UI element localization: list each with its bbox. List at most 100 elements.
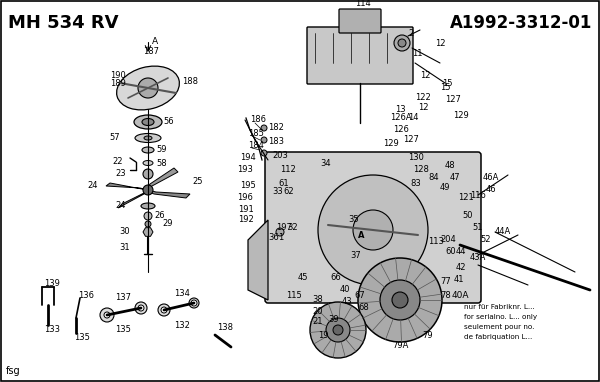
Text: 184: 184 [248,141,264,151]
Text: 83: 83 [410,178,421,188]
Text: fsg: fsg [6,366,20,376]
Text: 40A: 40A [452,290,470,299]
Text: 128: 128 [413,165,429,175]
Text: 32: 32 [287,223,298,233]
Circle shape [189,298,199,308]
Text: 50: 50 [462,210,473,220]
Text: 59: 59 [156,146,167,154]
Text: 35: 35 [348,215,359,225]
Text: 129: 129 [383,139,399,147]
Text: 11: 11 [412,49,422,58]
Circle shape [144,212,152,220]
Ellipse shape [116,66,179,110]
Ellipse shape [134,115,162,129]
Circle shape [138,305,144,311]
Circle shape [261,150,267,156]
Ellipse shape [142,118,154,126]
Text: 68: 68 [358,304,369,312]
Polygon shape [143,228,153,236]
Text: 61: 61 [278,178,289,188]
Text: 52: 52 [480,235,491,244]
Text: 204: 204 [440,235,456,244]
Text: 13: 13 [395,105,406,115]
Text: 84: 84 [428,173,439,183]
Circle shape [138,78,158,98]
Text: 44: 44 [456,248,467,256]
Text: 43A: 43A [470,254,487,262]
Text: 203: 203 [272,151,288,160]
Text: 67: 67 [354,290,365,299]
Text: 20: 20 [312,308,323,317]
Text: 43: 43 [342,298,353,306]
Text: A: A [358,230,365,240]
Text: 132: 132 [174,320,190,330]
Ellipse shape [144,136,152,140]
Text: 139: 139 [44,278,60,288]
Circle shape [261,125,267,131]
Circle shape [358,258,442,342]
Text: 182: 182 [268,123,284,133]
Text: 193: 193 [237,165,253,175]
Circle shape [100,308,114,322]
Text: 183: 183 [268,136,284,146]
Text: 79A: 79A [392,342,409,351]
Text: 194: 194 [240,154,256,162]
Text: 45: 45 [298,274,308,283]
Circle shape [392,292,408,308]
Text: 197: 197 [276,223,292,233]
Polygon shape [248,220,268,300]
Circle shape [398,39,406,47]
Circle shape [143,169,153,179]
Circle shape [380,280,420,320]
Polygon shape [118,168,178,208]
Text: 122: 122 [415,94,431,102]
Text: 2: 2 [408,29,413,37]
Text: 33: 33 [272,188,283,196]
Text: 186: 186 [250,115,266,125]
Text: 137: 137 [115,293,131,303]
Text: 51: 51 [472,223,482,233]
Text: MH 534 RV: MH 534 RV [8,14,119,32]
Text: 47: 47 [450,173,461,183]
Text: A: A [152,37,158,47]
FancyBboxPatch shape [307,27,413,84]
Text: 187: 187 [143,47,159,57]
Text: 49: 49 [440,183,451,193]
Text: 79: 79 [422,330,433,340]
Text: 25: 25 [192,178,203,186]
Polygon shape [106,183,190,198]
Text: 127: 127 [403,136,419,144]
Text: 195: 195 [240,181,256,189]
Circle shape [318,175,428,285]
Circle shape [394,35,410,51]
Text: seulement pour no.: seulement pour no. [464,324,535,330]
Text: 14: 14 [408,113,419,123]
Text: 56: 56 [163,118,173,126]
Circle shape [158,304,170,316]
Text: 12: 12 [420,71,431,79]
FancyBboxPatch shape [265,152,481,303]
Text: 126A: 126A [390,113,412,123]
Text: 40: 40 [340,285,350,295]
Text: 114: 114 [355,0,371,8]
Text: 189: 189 [110,78,126,87]
Text: 185: 185 [248,128,264,138]
Text: 60: 60 [445,248,455,256]
Text: 12: 12 [435,39,445,47]
Text: 23: 23 [115,170,126,178]
Text: 134: 134 [174,288,190,298]
Text: 78: 78 [440,290,451,299]
Text: 24: 24 [88,181,98,189]
Ellipse shape [143,160,153,165]
Text: 127: 127 [445,96,461,105]
Text: for serialno. L... only: for serialno. L... only [464,314,537,320]
Text: 19: 19 [318,330,329,340]
Text: 48: 48 [445,160,455,170]
Text: de fabriquation L...: de fabriquation L... [464,334,532,340]
Text: 115: 115 [286,290,302,299]
Text: 1: 1 [278,233,283,243]
Circle shape [161,307,167,313]
Text: 57: 57 [109,133,120,142]
Text: 58: 58 [156,159,167,167]
Circle shape [333,325,343,335]
